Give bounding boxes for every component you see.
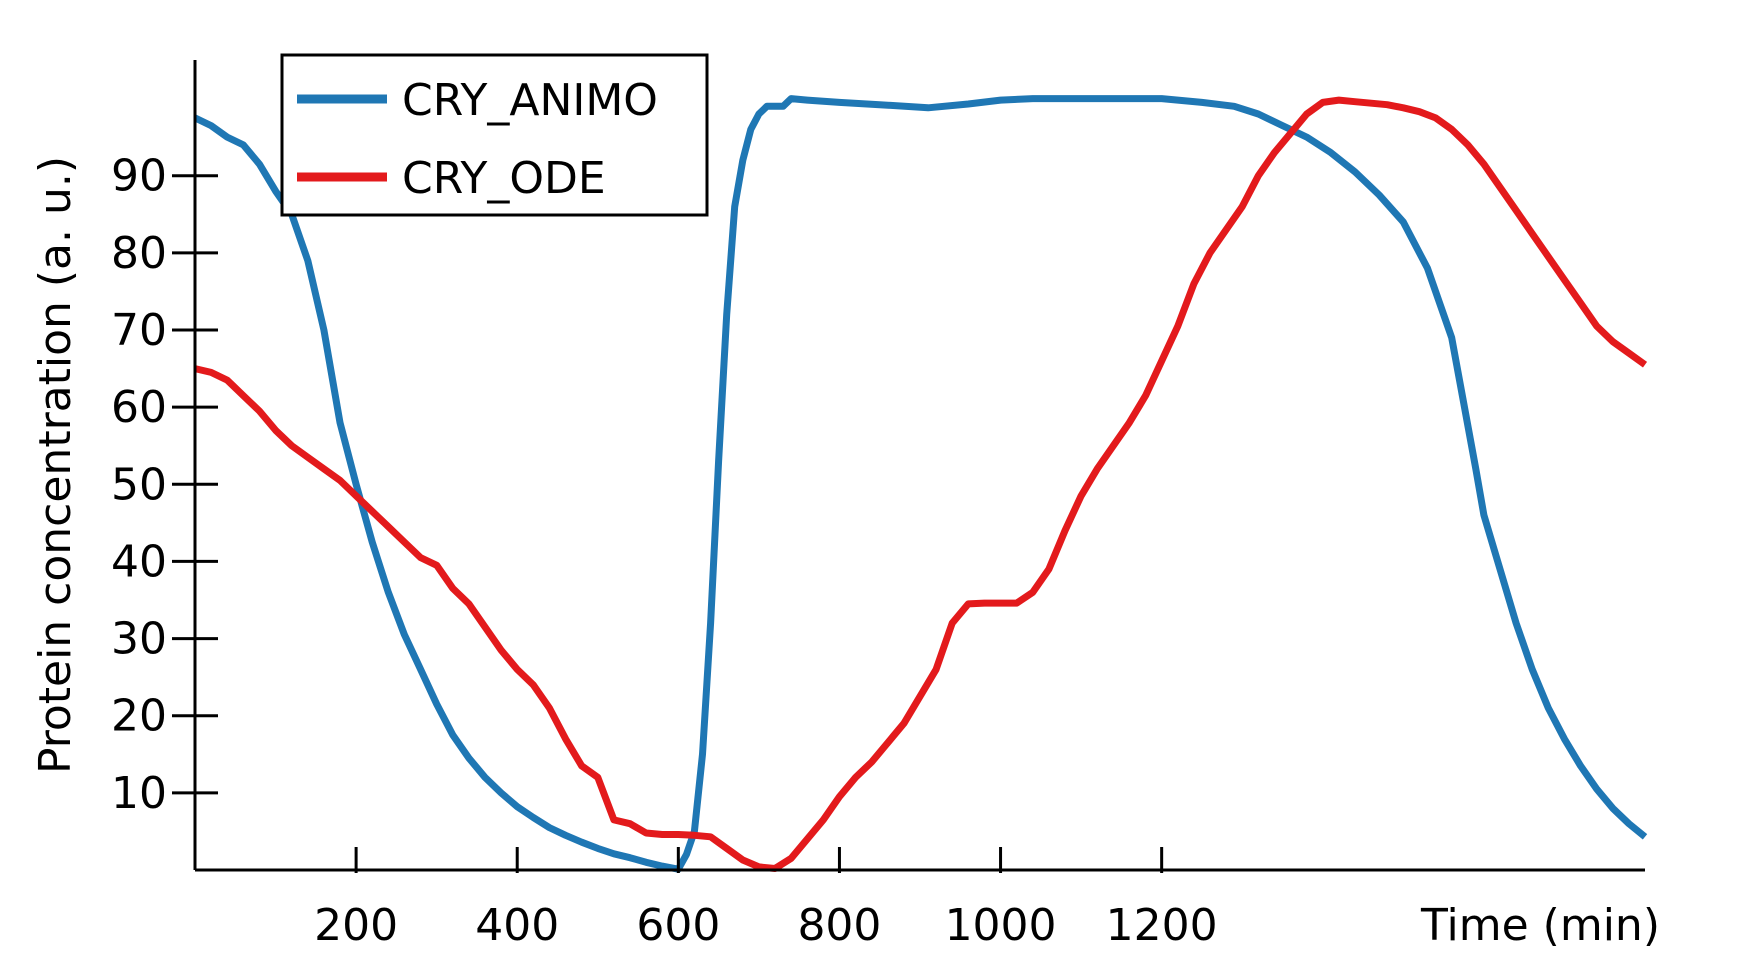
legend: CRY_ANIMO CRY_ODE: [280, 53, 709, 217]
y-tick-label: 90: [111, 151, 167, 202]
y-tick-label: 20: [111, 691, 167, 742]
x-tick-label: 400: [475, 900, 559, 951]
y-tick-label: 60: [111, 382, 167, 433]
legend-label-cry-animo: CRY_ANIMO: [402, 75, 658, 126]
legend-box: [280, 53, 709, 217]
x-axis-title: Time (min): [1420, 900, 1660, 951]
cry-animo-line: [193, 95, 1648, 873]
axes-layer: 200 400 600 800 1000 1200 10 20 30 40 50 60 70 80 90: [111, 60, 1645, 951]
y-axis-title: Protein concentration (a. u.): [30, 156, 81, 774]
x-tick-label: 800: [797, 900, 881, 951]
y-tick-label: 10: [111, 768, 167, 819]
x-tick-label: 1200: [1106, 900, 1218, 951]
cry-ode-line: [194, 96, 1648, 872]
y-tick-label: 70: [111, 305, 167, 356]
x-tick-label: 200: [314, 900, 398, 951]
x-tick-label: 600: [636, 900, 720, 951]
x-ticks: 200 400 600 800 1000 1200: [314, 847, 1218, 951]
y-tick-label: 30: [111, 614, 167, 665]
x-tick-label: 1000: [945, 900, 1057, 951]
legend-label-cry-ode: CRY_ODE: [402, 153, 606, 204]
series-layer: [193, 95, 1648, 873]
y-ticks: 10 20 30 40 50 60 70 80 90: [111, 151, 218, 819]
y-tick-label: 50: [111, 459, 167, 510]
y-tick-label: 40: [111, 536, 167, 587]
y-tick-label: 80: [111, 228, 167, 279]
